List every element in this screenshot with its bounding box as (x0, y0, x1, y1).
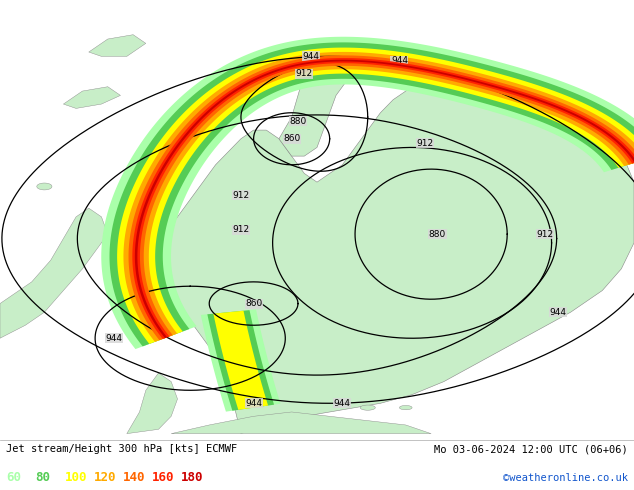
Text: 140: 140 (123, 471, 145, 484)
Text: 944: 944 (302, 52, 319, 61)
Polygon shape (279, 44, 355, 156)
Polygon shape (129, 55, 634, 340)
Text: ©weatheronline.co.uk: ©weatheronline.co.uk (503, 472, 628, 483)
Text: 944: 944 (550, 308, 566, 317)
Text: 912: 912 (416, 139, 434, 147)
Text: 860: 860 (283, 134, 301, 143)
Text: 120: 120 (94, 471, 116, 484)
Polygon shape (117, 48, 634, 344)
Polygon shape (124, 52, 634, 342)
Polygon shape (110, 42, 634, 346)
Text: 860: 860 (245, 299, 262, 308)
Text: 944: 944 (106, 334, 122, 343)
Polygon shape (0, 208, 108, 338)
Polygon shape (101, 37, 634, 349)
Polygon shape (360, 405, 375, 410)
Text: Jet stream/Height 300 hPa [kts] ECMWF: Jet stream/Height 300 hPa [kts] ECMWF (6, 444, 238, 454)
Polygon shape (114, 178, 152, 213)
Text: 180: 180 (181, 471, 204, 484)
Text: 880: 880 (429, 230, 446, 239)
Text: 912: 912 (295, 69, 313, 78)
Text: Mo 03-06-2024 12:00 UTC (06+06): Mo 03-06-2024 12:00 UTC (06+06) (434, 444, 628, 454)
Text: 100: 100 (65, 471, 87, 484)
Polygon shape (158, 65, 634, 434)
Polygon shape (207, 310, 274, 411)
Polygon shape (135, 60, 634, 338)
Text: 944: 944 (334, 399, 351, 408)
Polygon shape (133, 58, 634, 339)
Text: 912: 912 (232, 225, 250, 234)
Text: 60: 60 (6, 471, 22, 484)
Polygon shape (127, 373, 178, 434)
Text: 80: 80 (36, 471, 51, 484)
Text: 944: 944 (391, 56, 408, 65)
Polygon shape (37, 183, 52, 190)
Text: 880: 880 (289, 117, 307, 126)
Polygon shape (214, 311, 268, 410)
Polygon shape (63, 87, 120, 108)
Text: 912: 912 (232, 191, 250, 199)
Polygon shape (201, 310, 280, 412)
Text: 912: 912 (536, 230, 554, 239)
Text: 160: 160 (152, 471, 174, 484)
Polygon shape (89, 35, 146, 56)
Polygon shape (171, 412, 431, 434)
Polygon shape (399, 405, 412, 410)
Text: 944: 944 (245, 399, 262, 408)
